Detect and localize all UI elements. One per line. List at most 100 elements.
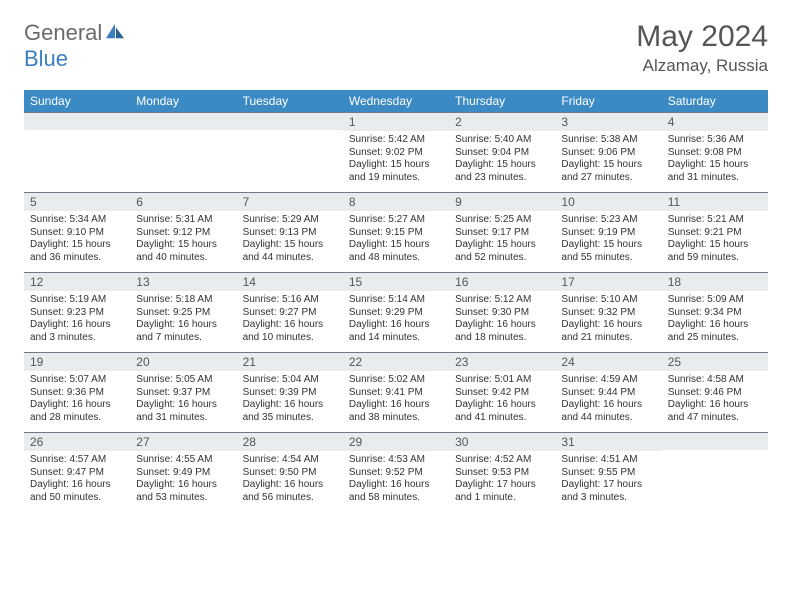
day-number: 20 bbox=[130, 352, 236, 371]
day-detail-text: Sunrise: 4:52 AMSunset: 9:53 PMDaylight:… bbox=[449, 451, 555, 512]
calendar-body: 1Sunrise: 5:42 AMSunset: 9:02 PMDaylight… bbox=[24, 112, 768, 512]
day-detail-text: Sunrise: 5:23 AMSunset: 9:19 PMDaylight:… bbox=[555, 211, 661, 272]
day-number: 15 bbox=[343, 272, 449, 291]
calendar-cell: 2Sunrise: 5:40 AMSunset: 9:04 PMDaylight… bbox=[449, 112, 555, 192]
day-number: 2 bbox=[449, 112, 555, 131]
day-number: 10 bbox=[555, 192, 661, 211]
day-number: 19 bbox=[24, 352, 130, 371]
day-number: 1 bbox=[343, 112, 449, 131]
calendar-week-row: 12Sunrise: 5:19 AMSunset: 9:23 PMDayligh… bbox=[24, 272, 768, 352]
calendar-cell: 15Sunrise: 5:14 AMSunset: 9:29 PMDayligh… bbox=[343, 272, 449, 352]
calendar-cell: 28Sunrise: 4:54 AMSunset: 9:50 PMDayligh… bbox=[237, 432, 343, 512]
calendar-cell: 18Sunrise: 5:09 AMSunset: 9:34 PMDayligh… bbox=[662, 272, 768, 352]
day-header: Wednesday bbox=[343, 90, 449, 112]
day-number bbox=[237, 112, 343, 130]
calendar-cell: 17Sunrise: 5:10 AMSunset: 9:32 PMDayligh… bbox=[555, 272, 661, 352]
calendar-cell bbox=[237, 112, 343, 192]
logo-text: General Blue bbox=[24, 20, 126, 72]
day-detail-text: Sunrise: 5:27 AMSunset: 9:15 PMDaylight:… bbox=[343, 211, 449, 272]
day-detail-text: Sunrise: 4:58 AMSunset: 9:46 PMDaylight:… bbox=[662, 371, 768, 432]
title-block: May 2024 Alzamay, Russia bbox=[636, 20, 768, 76]
day-detail-text: Sunrise: 5:12 AMSunset: 9:30 PMDaylight:… bbox=[449, 291, 555, 352]
day-number: 23 bbox=[449, 352, 555, 371]
day-header: Sunday bbox=[24, 90, 130, 112]
day-number: 29 bbox=[343, 432, 449, 451]
day-detail-text bbox=[130, 130, 236, 188]
day-number: 4 bbox=[662, 112, 768, 131]
day-detail-text: Sunrise: 5:25 AMSunset: 9:17 PMDaylight:… bbox=[449, 211, 555, 272]
calendar-header-row: SundayMondayTuesdayWednesdayThursdayFrid… bbox=[24, 90, 768, 112]
day-number: 9 bbox=[449, 192, 555, 211]
calendar-cell: 4Sunrise: 5:36 AMSunset: 9:08 PMDaylight… bbox=[662, 112, 768, 192]
day-number bbox=[24, 112, 130, 130]
calendar-cell: 11Sunrise: 5:21 AMSunset: 9:21 PMDayligh… bbox=[662, 192, 768, 272]
calendar-cell: 13Sunrise: 5:18 AMSunset: 9:25 PMDayligh… bbox=[130, 272, 236, 352]
day-detail-text bbox=[237, 130, 343, 188]
calendar-week-row: 19Sunrise: 5:07 AMSunset: 9:36 PMDayligh… bbox=[24, 352, 768, 432]
day-detail-text: Sunrise: 5:16 AMSunset: 9:27 PMDaylight:… bbox=[237, 291, 343, 352]
day-detail-text: Sunrise: 4:54 AMSunset: 9:50 PMDaylight:… bbox=[237, 451, 343, 512]
day-detail-text: Sunrise: 5:04 AMSunset: 9:39 PMDaylight:… bbox=[237, 371, 343, 432]
day-detail-text: Sunrise: 5:14 AMSunset: 9:29 PMDaylight:… bbox=[343, 291, 449, 352]
day-detail-text: Sunrise: 5:36 AMSunset: 9:08 PMDaylight:… bbox=[662, 131, 768, 192]
calendar-cell: 14Sunrise: 5:16 AMSunset: 9:27 PMDayligh… bbox=[237, 272, 343, 352]
day-detail-text: Sunrise: 5:02 AMSunset: 9:41 PMDaylight:… bbox=[343, 371, 449, 432]
calendar-cell: 30Sunrise: 4:52 AMSunset: 9:53 PMDayligh… bbox=[449, 432, 555, 512]
day-number: 17 bbox=[555, 272, 661, 291]
day-detail-text: Sunrise: 5:38 AMSunset: 9:06 PMDaylight:… bbox=[555, 131, 661, 192]
day-number: 7 bbox=[237, 192, 343, 211]
day-number: 16 bbox=[449, 272, 555, 291]
day-detail-text: Sunrise: 5:42 AMSunset: 9:02 PMDaylight:… bbox=[343, 131, 449, 192]
calendar-cell: 29Sunrise: 4:53 AMSunset: 9:52 PMDayligh… bbox=[343, 432, 449, 512]
day-detail-text: Sunrise: 5:05 AMSunset: 9:37 PMDaylight:… bbox=[130, 371, 236, 432]
calendar-week-row: 26Sunrise: 4:57 AMSunset: 9:47 PMDayligh… bbox=[24, 432, 768, 512]
day-header: Monday bbox=[130, 90, 236, 112]
day-detail-text: Sunrise: 4:57 AMSunset: 9:47 PMDaylight:… bbox=[24, 451, 130, 512]
day-number: 30 bbox=[449, 432, 555, 451]
day-detail-text bbox=[662, 450, 768, 508]
calendar-week-row: 1Sunrise: 5:42 AMSunset: 9:02 PMDaylight… bbox=[24, 112, 768, 192]
calendar-cell: 12Sunrise: 5:19 AMSunset: 9:23 PMDayligh… bbox=[24, 272, 130, 352]
calendar-cell: 3Sunrise: 5:38 AMSunset: 9:06 PMDaylight… bbox=[555, 112, 661, 192]
day-number: 18 bbox=[662, 272, 768, 291]
day-detail-text: Sunrise: 4:59 AMSunset: 9:44 PMDaylight:… bbox=[555, 371, 661, 432]
day-detail-text: Sunrise: 5:18 AMSunset: 9:25 PMDaylight:… bbox=[130, 291, 236, 352]
calendar-cell: 20Sunrise: 5:05 AMSunset: 9:37 PMDayligh… bbox=[130, 352, 236, 432]
day-number: 8 bbox=[343, 192, 449, 211]
day-number: 13 bbox=[130, 272, 236, 291]
day-number: 26 bbox=[24, 432, 130, 451]
day-detail-text: Sunrise: 5:09 AMSunset: 9:34 PMDaylight:… bbox=[662, 291, 768, 352]
calendar-cell: 1Sunrise: 5:42 AMSunset: 9:02 PMDaylight… bbox=[343, 112, 449, 192]
calendar-cell: 21Sunrise: 5:04 AMSunset: 9:39 PMDayligh… bbox=[237, 352, 343, 432]
day-detail-text bbox=[24, 130, 130, 188]
calendar-cell: 16Sunrise: 5:12 AMSunset: 9:30 PMDayligh… bbox=[449, 272, 555, 352]
day-detail-text: Sunrise: 5:01 AMSunset: 9:42 PMDaylight:… bbox=[449, 371, 555, 432]
day-detail-text: Sunrise: 4:53 AMSunset: 9:52 PMDaylight:… bbox=[343, 451, 449, 512]
day-detail-text: Sunrise: 5:07 AMSunset: 9:36 PMDaylight:… bbox=[24, 371, 130, 432]
day-number: 3 bbox=[555, 112, 661, 131]
day-number: 25 bbox=[662, 352, 768, 371]
calendar-cell: 26Sunrise: 4:57 AMSunset: 9:47 PMDayligh… bbox=[24, 432, 130, 512]
calendar-cell bbox=[662, 432, 768, 512]
logo-accent: Blue bbox=[24, 46, 68, 71]
calendar-cell bbox=[24, 112, 130, 192]
day-number: 14 bbox=[237, 272, 343, 291]
calendar-cell: 23Sunrise: 5:01 AMSunset: 9:42 PMDayligh… bbox=[449, 352, 555, 432]
day-detail-text: Sunrise: 5:10 AMSunset: 9:32 PMDaylight:… bbox=[555, 291, 661, 352]
calendar-cell: 22Sunrise: 5:02 AMSunset: 9:41 PMDayligh… bbox=[343, 352, 449, 432]
day-number: 11 bbox=[662, 192, 768, 211]
header: General Blue May 2024 Alzamay, Russia bbox=[24, 20, 768, 76]
day-number: 24 bbox=[555, 352, 661, 371]
logo-main: General bbox=[24, 20, 102, 45]
sail-icon bbox=[104, 22, 126, 40]
day-number: 12 bbox=[24, 272, 130, 291]
day-detail-text: Sunrise: 4:55 AMSunset: 9:49 PMDaylight:… bbox=[130, 451, 236, 512]
day-number bbox=[662, 432, 768, 450]
calendar-table: SundayMondayTuesdayWednesdayThursdayFrid… bbox=[24, 90, 768, 512]
calendar-cell: 10Sunrise: 5:23 AMSunset: 9:19 PMDayligh… bbox=[555, 192, 661, 272]
day-number: 31 bbox=[555, 432, 661, 451]
day-detail-text: Sunrise: 5:19 AMSunset: 9:23 PMDaylight:… bbox=[24, 291, 130, 352]
day-number: 28 bbox=[237, 432, 343, 451]
title-location: Alzamay, Russia bbox=[636, 56, 768, 76]
day-number: 21 bbox=[237, 352, 343, 371]
